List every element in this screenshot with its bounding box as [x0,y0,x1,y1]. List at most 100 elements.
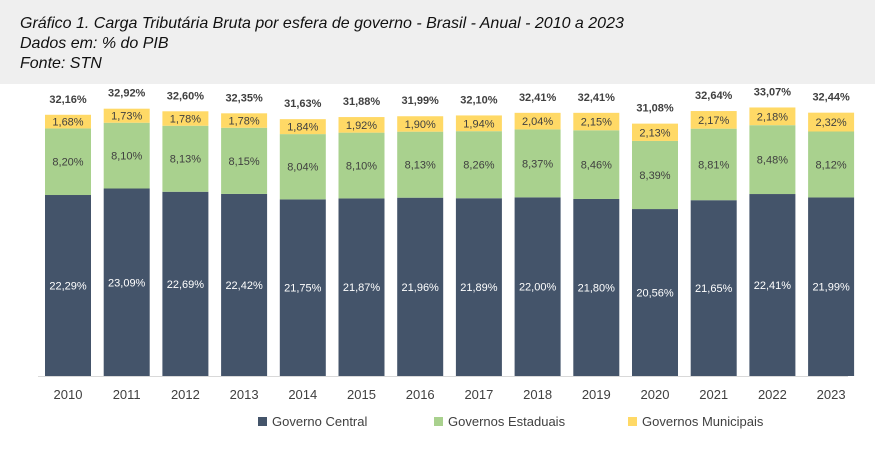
x-tick-label-2023: 2023 [817,387,846,402]
legend-label-municipais: Governos Municipais [642,414,764,429]
bar-estaduais-2020 [632,140,678,210]
bar-estaduais-2012 [162,125,209,192]
bar-estaduais-2010 [45,128,91,196]
total-label-2014: 31,63% [284,98,322,110]
x-tick-label-2016: 2016 [406,387,435,402]
bar-estaduais-2019 [573,130,620,199]
data-label-central-2023: 21,99% [812,282,850,294]
data-label-municipais-2010: 1,68% [52,117,83,129]
legend-swatch-estaduais [434,417,443,426]
data-label-estaduais-2017: 8,26% [463,160,494,172]
total-label-2023: 32,44% [812,92,850,104]
bar-municipais-2014 [279,119,326,135]
total-label-2021: 32,64% [695,90,733,102]
bar-central-2023 [808,197,855,376]
data-label-municipais-2011: 1,73% [111,111,142,123]
chart-title: Gráfico 1. Carga Tributária Bruta por es… [20,15,624,32]
data-label-estaduais-2015: 8,10% [346,161,377,173]
bar-municipais-2016 [397,116,444,132]
total-label-2010: 32,16% [49,94,87,106]
bar-central-2020 [632,209,678,376]
data-label-estaduais-2019: 8,46% [581,160,612,172]
bar-central-2010 [45,195,91,376]
bar-central-2013 [221,193,268,376]
chart-subtitle: Dados em: % do PIB [20,35,169,52]
bar-municipais-2022 [749,107,796,126]
total-label-2012: 32,60% [167,90,205,102]
data-label-central-2013: 22,42% [225,280,263,292]
data-label-municipais-2020: 2,13% [639,127,670,139]
data-label-municipais-2017: 1,94% [463,118,494,130]
data-label-central-2019: 21,80% [578,282,616,294]
x-tick-label-2022: 2022 [758,387,787,402]
data-label-central-2020: 20,56% [636,288,674,300]
total-label-2017: 32,10% [460,94,498,106]
x-tick-label-2020: 2020 [641,387,670,402]
data-label-central-2015: 21,87% [343,282,381,294]
data-label-central-2011: 23,09% [108,277,146,289]
bar-estaduais-2014 [279,134,326,200]
bar-municipais-2023 [808,112,855,132]
data-label-municipais-2012: 1,78% [170,114,201,126]
bar-municipais-2021 [690,111,737,129]
total-label-2011: 32,92% [108,88,146,100]
bar-central-2016 [397,197,444,376]
data-label-municipais-2015: 1,92% [346,120,377,132]
bar-central-2022 [749,194,796,376]
data-label-central-2018: 22,00% [519,282,557,294]
bar-municipais-2012 [162,111,209,126]
bar-municipais-2013 [221,113,268,128]
data-label-central-2017: 21,89% [460,282,498,294]
x-tick-label-2015: 2015 [347,387,376,402]
bar-municipais-2011 [103,108,150,123]
bar-central-2018 [514,197,561,376]
bar-estaduais-2013 [221,127,268,194]
bar-estaduais-2011 [103,122,150,189]
data-label-municipais-2013: 1,78% [228,116,259,128]
data-label-estaduais-2012: 8,13% [170,154,201,166]
chart-header: Gráfico 1. Carga Tributária Bruta por es… [0,0,875,84]
data-label-municipais-2016: 1,90% [405,119,436,131]
x-tick-label-2012: 2012 [171,387,200,402]
data-label-estaduais-2013: 8,15% [228,156,259,168]
data-label-municipais-2019: 2,15% [581,117,612,129]
bar-estaduais-2022 [749,125,796,195]
bar-central-2011 [103,188,150,376]
data-label-municipais-2014: 1,84% [287,122,318,134]
bar-central-2015 [338,198,385,376]
data-label-central-2014: 21,75% [284,283,322,295]
legend-label-estaduais: Governos Estaduais [448,414,566,429]
data-label-estaduais-2010: 8,20% [52,157,83,169]
x-tick-label-2017: 2017 [464,387,493,402]
data-label-estaduais-2018: 8,37% [522,158,553,170]
total-label-2020: 31,08% [636,103,674,115]
bar-central-2021 [690,200,737,376]
x-tick-label-2018: 2018 [523,387,552,402]
total-label-2013: 32,35% [225,92,263,104]
bar-municipais-2019 [573,112,620,131]
data-label-municipais-2018: 2,04% [522,116,553,128]
data-label-municipais-2023: 2,32% [815,117,846,129]
bar-municipais-2015 [338,117,385,133]
stacked-bar-chart: 22,29% 8,20% 1,68% 32,16% 2010 23,09% 8,10% 1,7… [38,86,855,429]
chart-source: Fonte: STN [20,55,102,72]
data-label-central-2021: 21,65% [695,283,733,295]
data-label-estaduais-2021: 8,81% [698,159,729,171]
bar-central-2014 [279,199,326,376]
legend-swatch-central [258,417,267,426]
total-label-2019: 32,41% [578,92,616,104]
bar-municipais-2017 [455,115,502,132]
bar-estaduais-2016 [397,131,444,198]
legend-label-central: Governo Central [272,414,367,429]
x-tick-label-2019: 2019 [582,387,611,402]
data-label-central-2010: 22,29% [49,281,87,293]
bar-municipais-2018 [514,112,561,130]
bar-estaduais-2018 [514,129,561,198]
bar-municipais-2010 [45,114,91,129]
data-label-central-2012: 22,69% [167,279,205,291]
data-label-estaduais-2020: 8,39% [639,170,670,182]
bar-central-2017 [455,198,502,376]
data-label-municipais-2022: 2,18% [757,111,788,123]
bar-central-2012 [162,191,209,376]
data-label-estaduais-2023: 8,12% [815,159,846,171]
